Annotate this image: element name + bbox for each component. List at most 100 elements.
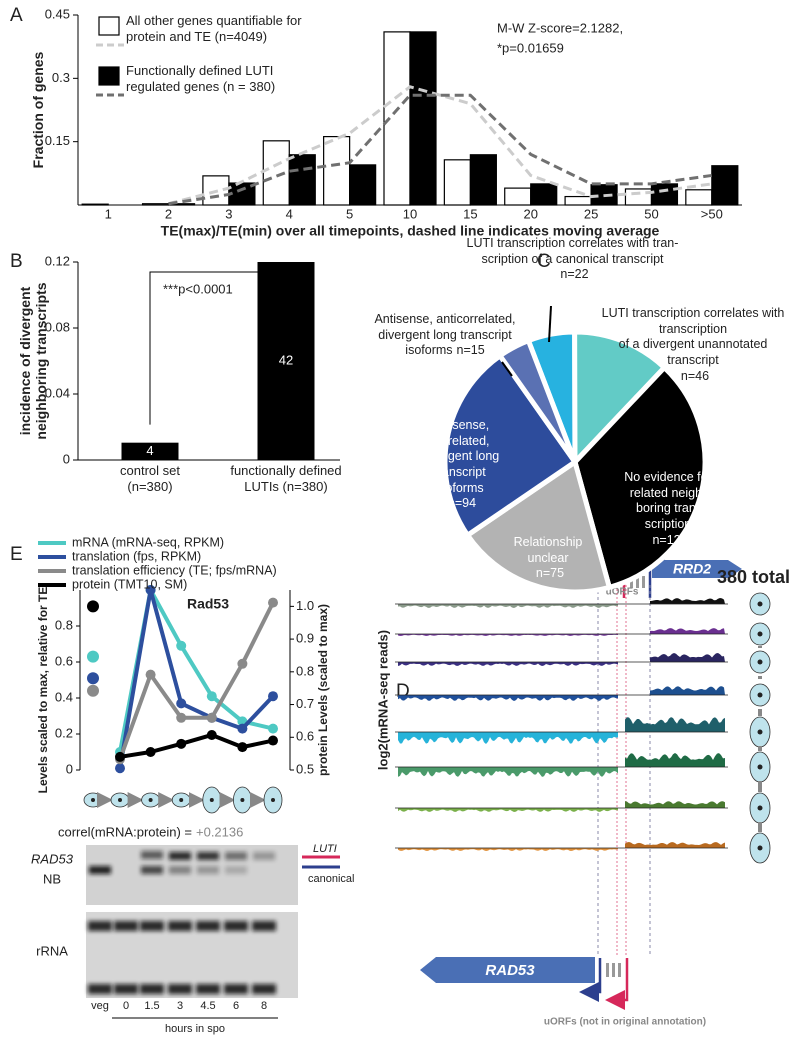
pie-slice — [497, 338, 578, 465]
blot-band — [252, 984, 276, 994]
blot-band — [224, 984, 248, 994]
cell-nucleus — [240, 798, 245, 802]
blot-band — [225, 866, 247, 874]
x-tick-label: functionally defined LUTIs (n=380) — [230, 463, 342, 495]
pie-label-group: Antisense, correlated, divergent long tr… — [405, 418, 515, 512]
baseline-point — [87, 650, 99, 663]
point — [237, 723, 248, 734]
y2-tick-label: 1.0 — [296, 598, 314, 613]
uorf-label: uORFs — [606, 587, 639, 598]
x-tick-label: 1 — [105, 206, 112, 221]
gene-name: RRD2 — [673, 561, 711, 577]
pie-label-group: No evidence for related neigh- boring tr… — [598, 470, 738, 548]
pie-slice — [572, 329, 667, 465]
blot-method: NB — [43, 871, 61, 886]
coverage-track — [650, 628, 725, 634]
blot-band — [225, 852, 247, 860]
bar — [711, 165, 739, 206]
point — [176, 738, 187, 749]
x-tick-label: 10 — [403, 206, 417, 221]
legend-swatch — [98, 16, 120, 36]
point — [206, 712, 217, 723]
series-line — [119, 732, 274, 759]
point — [206, 691, 217, 702]
panel-label: E — [10, 544, 23, 565]
y-tick-label: 0 — [66, 761, 73, 776]
y-tick-label: 0.8 — [55, 617, 73, 632]
pie-label: Antisense, anticorrelated, divergent lon… — [374, 312, 516, 358]
x-tick-label: 25 — [584, 206, 598, 221]
blot-band — [88, 984, 112, 994]
pie-slice — [442, 353, 578, 538]
series-line — [118, 601, 275, 760]
cell-nucleus — [179, 798, 184, 802]
pie-slice — [465, 459, 612, 595]
y-tick-label: 0.12 — [45, 253, 70, 268]
bar — [257, 262, 315, 460]
coverage-track — [625, 842, 725, 848]
panel-label: A — [10, 5, 23, 26]
pie-value-label: n=22 — [560, 267, 589, 282]
y-tick-label: 0.4 — [55, 689, 73, 704]
annotation: M-W Z-score=2.1282, — [497, 20, 623, 35]
coverage-track — [398, 662, 618, 666]
y2-tick-label: 0.6 — [296, 729, 314, 744]
cell-nucleus — [757, 659, 763, 665]
point — [176, 640, 187, 651]
y-axis-label: incidence of divergent neighboring trans… — [16, 282, 49, 440]
coverage-track — [398, 808, 618, 812]
bar — [81, 203, 109, 206]
bar — [167, 203, 196, 206]
lane-label: 1.5 — [144, 1000, 159, 1012]
track-axis-label: log2(mRNA-seq reads) — [375, 630, 390, 770]
legend-label: translation (fps, RPKM) — [72, 549, 201, 563]
blot-band — [197, 866, 219, 874]
cell-nucleus — [757, 601, 763, 607]
x-tick-label: 5 — [346, 206, 353, 221]
coverage-track — [398, 634, 618, 636]
cell-nucleus — [209, 798, 214, 802]
blot-band — [224, 921, 248, 931]
annotation-value: +0.2136 — [196, 824, 243, 839]
baseline-point — [87, 672, 99, 685]
point — [115, 763, 125, 774]
coverage-track — [650, 686, 725, 695]
lane-label: 0 — [123, 1000, 129, 1012]
point — [268, 691, 278, 702]
point — [237, 658, 248, 669]
x-tick-label: 4 — [286, 206, 293, 221]
bar — [121, 442, 179, 460]
bar — [443, 159, 471, 206]
cell-nucleus — [757, 805, 763, 811]
pie-label: No evidence for related neigh- boring tr… — [624, 470, 712, 531]
coverage-track — [650, 653, 725, 662]
point — [145, 747, 156, 757]
moving-average-line — [168, 93, 713, 206]
cell-nucleus — [118, 798, 122, 802]
blot-band — [196, 921, 220, 931]
x-tick-label: 20 — [523, 206, 537, 221]
point — [145, 585, 156, 595]
y-tick-label: 0.15 — [45, 133, 70, 148]
bar-count: 4 — [146, 443, 153, 458]
series-line — [118, 588, 275, 769]
annotation: ***p<0.0001 — [163, 281, 233, 296]
blot-band — [252, 921, 276, 931]
uorf-label: uORFs (not in original annotation) — [544, 1017, 706, 1028]
chart-title: Rad53 — [187, 596, 229, 612]
coverage-track — [398, 604, 618, 608]
y2-tick-label: 0.5 — [296, 761, 314, 776]
point — [206, 729, 217, 740]
pie-label: Antisense, correlated, divergent long tr… — [420, 418, 500, 495]
x-tick-label: 3 — [225, 206, 232, 221]
y-tick-label: 0.2 — [55, 725, 73, 740]
bar-count: 42 — [279, 352, 293, 367]
blot-band — [114, 921, 138, 931]
cell-nucleus — [757, 729, 763, 735]
point — [176, 698, 187, 709]
lane-label: veg — [91, 1000, 109, 1012]
blot-band — [168, 984, 192, 994]
pie-value-label: n=46 — [680, 368, 710, 383]
